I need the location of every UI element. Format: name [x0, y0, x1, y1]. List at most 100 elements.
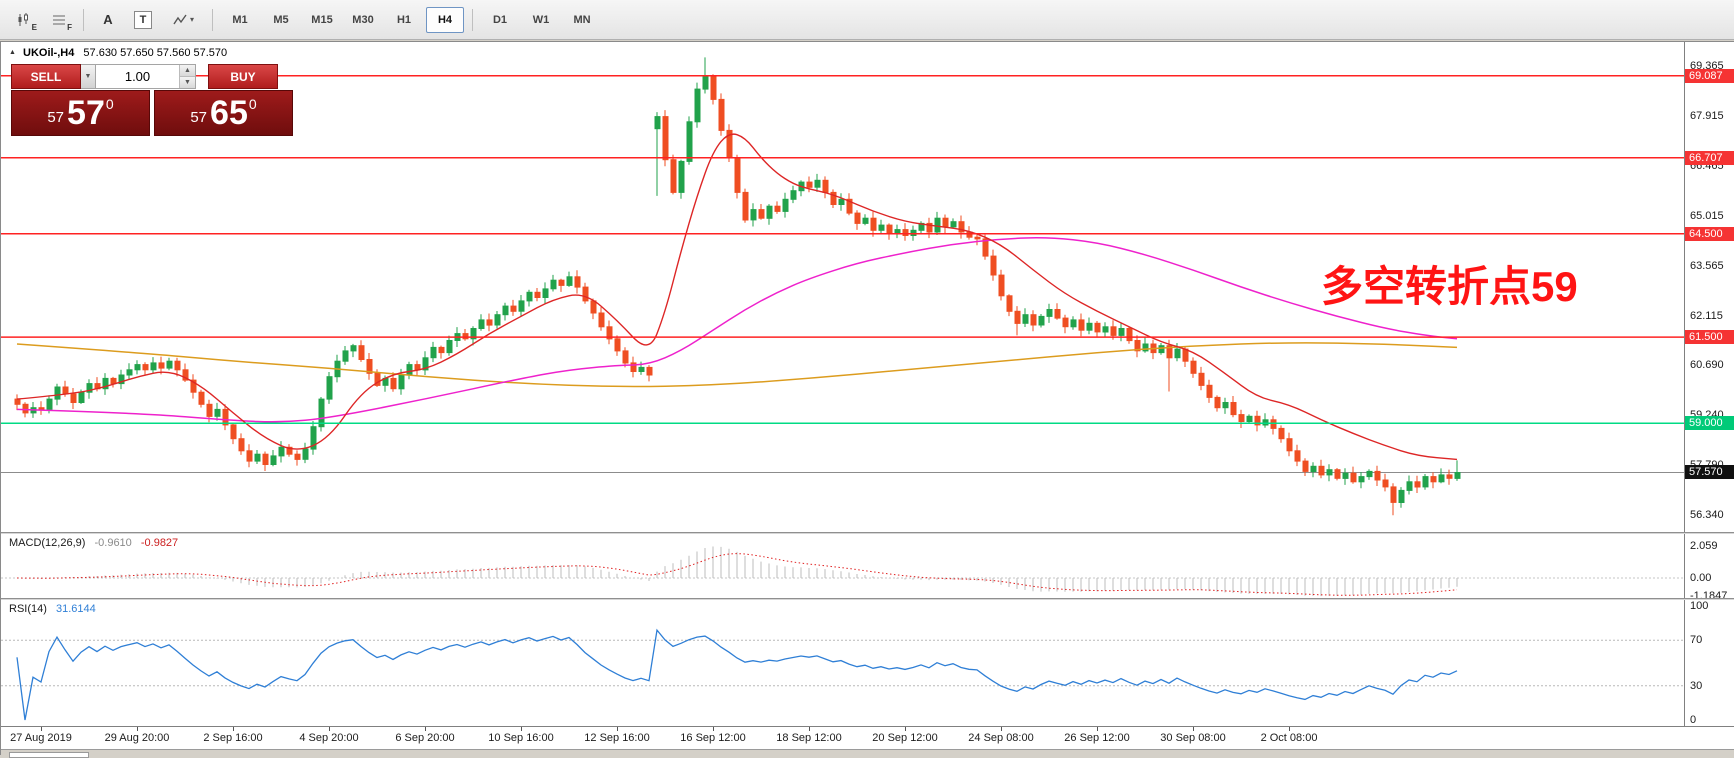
grid-icon[interactable]: F	[43, 6, 75, 34]
macd-main-value: -0.9610	[94, 537, 132, 549]
time-tick	[233, 727, 234, 731]
toolbar-separator	[83, 8, 84, 31]
rsi-panel-canvas[interactable]	[1, 600, 1684, 726]
current-price-badge: 57.570	[1685, 465, 1734, 479]
timeframe-d1[interactable]: D1	[492, 13, 508, 26]
ask-quote-panel[interactable]: 57 65 0	[154, 90, 293, 136]
macd-panel-separator[interactable]	[1, 532, 1734, 534]
trade-controls-row: SELL ▼ ▲ ▼ BUY	[11, 64, 293, 89]
rsi-scale-label: 100	[1690, 600, 1709, 612]
candlestick-chart-icon[interactable]: E	[8, 6, 40, 34]
price-scale[interactable]: 69.365 67.915 66.465 65.015 63.565 62.115 60.6…	[1684, 42, 1734, 749]
time-tick	[1193, 727, 1194, 731]
time-axis-label: 2 Sep 16:00	[203, 732, 263, 744]
timeframe-mn[interactable]: MN	[573, 13, 591, 26]
time-tick	[1001, 727, 1002, 731]
time-axis-label: 18 Sep 12:00	[776, 732, 842, 744]
rsi-scale-label: 30	[1690, 680, 1703, 692]
quote-row: 57 57 0 57 65 0	[11, 90, 293, 136]
bid-quote-panel[interactable]: 57 57 0	[11, 90, 150, 136]
time-axis-label: 6 Sep 20:00	[395, 732, 455, 744]
symbol-period-label: UKOil-,H4	[23, 47, 75, 59]
level-price-badge: 64.500	[1685, 227, 1734, 241]
macd-scale-label: 2.059	[1690, 540, 1718, 552]
level-price-badge: 59.000	[1685, 416, 1734, 430]
time-tick	[1097, 727, 1098, 731]
toolbar-separator	[472, 8, 473, 31]
volume-spinners: ▲ ▼	[179, 65, 195, 88]
chart-window: ▲ UKOil-,H4 57.630 57.650 57.560 57.570 …	[0, 41, 1734, 758]
time-tick	[137, 727, 138, 731]
template-button[interactable]: T	[127, 6, 159, 34]
macd-scale-label: 0.00	[1690, 572, 1712, 584]
rsi-panel-separator[interactable]	[1, 598, 1734, 600]
price-tick-label: 63.565	[1690, 260, 1724, 272]
letter-t-icon: T	[134, 10, 152, 29]
volume-decrease-button[interactable]: ▼	[180, 77, 195, 88]
buy-button[interactable]: BUY	[208, 64, 278, 89]
time-axis-label: 4 Sep 20:00	[299, 732, 359, 744]
price-tick-label: 60.690	[1690, 359, 1724, 371]
timeframe-m15[interactable]: M15	[311, 13, 333, 26]
level-price-badge: 66.707	[1685, 151, 1734, 165]
chart-annotation-text: 多空转折点59	[1321, 263, 1578, 310]
time-axis[interactable]: 27 Aug 2019 29 Aug 20:00 2 Sep 16:00 4 Sep …	[1, 727, 1734, 749]
time-tick	[521, 727, 522, 731]
grid-glyph	[53, 15, 65, 24]
price-chart-canvas[interactable]	[1, 42, 1684, 534]
rsi-header: RSI(14) 31.6144	[9, 603, 96, 615]
time-axis-label: 27 Aug 2019	[10, 732, 72, 744]
time-tick	[41, 727, 42, 731]
rsi-scale-label: 0	[1690, 714, 1697, 726]
indicator-button[interactable]: ▾	[162, 6, 204, 34]
chart-title: ▲ UKOil-,H4 57.630 57.650 57.560 57.570	[9, 47, 227, 59]
rsi-scale-label: 70	[1690, 634, 1703, 646]
time-tick	[425, 727, 426, 731]
timeframe-m5[interactable]: M5	[273, 13, 289, 26]
timeframe-m1[interactable]: M1	[232, 13, 248, 26]
time-axis-label: 2 Oct 08:00	[1260, 732, 1318, 744]
volume-input[interactable]	[96, 65, 179, 88]
time-axis-label: 26 Sep 12:00	[1064, 732, 1130, 744]
volume-dropdown-button[interactable]: ▼	[81, 64, 96, 89]
ask-pips: 65	[210, 93, 248, 132]
indicator-zigzag-icon	[173, 14, 187, 24]
macd-panel-canvas[interactable]	[1, 534, 1684, 598]
time-axis-label: 12 Sep 16:00	[584, 732, 650, 744]
time-axis-line	[1, 726, 1734, 727]
timeframe-h4[interactable]: H4	[426, 6, 464, 33]
timeframe-m30[interactable]: M30	[352, 13, 374, 26]
time-axis-label: 29 Aug 20:00	[104, 732, 170, 744]
volume-increase-button[interactable]: ▲	[180, 65, 195, 77]
next-window-edge	[9, 752, 89, 758]
time-tick	[905, 727, 906, 731]
text-annotation-button[interactable]: A	[92, 6, 124, 34]
main-toolbar: E F A T ▾ M1 M5 M15 M30 H1 H4 D1 W1 MN	[0, 0, 1734, 40]
candlestick-glyph	[18, 12, 28, 26]
level-price-badge: 69.087	[1685, 69, 1734, 83]
sell-button[interactable]: SELL	[11, 64, 81, 89]
time-axis-label: 16 Sep 12:00	[680, 732, 746, 744]
time-tick	[329, 727, 330, 731]
macd-label: MACD(12,26,9)	[9, 537, 86, 549]
letter-a-icon: A	[103, 12, 113, 27]
rsi-label: RSI(14)	[9, 603, 47, 615]
price-tick-label: 65.015	[1690, 210, 1724, 222]
timeframe-w1[interactable]: W1	[532, 13, 550, 26]
time-tick	[713, 727, 714, 731]
macd-header: MACD(12,26,9) -0.9610 -0.9827	[9, 537, 178, 549]
chart-window-icon: ▲	[9, 49, 16, 56]
time-axis-label: 30 Sep 08:00	[1160, 732, 1226, 744]
volume-field-wrap: ▲ ▼	[96, 64, 196, 89]
time-axis-label: 10 Sep 16:00	[488, 732, 554, 744]
icon-badge: E	[31, 22, 37, 32]
toolbar-separator	[212, 8, 213, 31]
bid-prefix: 57	[47, 108, 65, 126]
time-tick	[617, 727, 618, 731]
ask-point: 0	[248, 96, 257, 112]
time-tick	[1289, 727, 1290, 731]
icon-badge: F	[67, 22, 72, 32]
macd-signal-value: -0.9827	[140, 537, 179, 549]
timeframe-h1[interactable]: H1	[396, 13, 412, 26]
